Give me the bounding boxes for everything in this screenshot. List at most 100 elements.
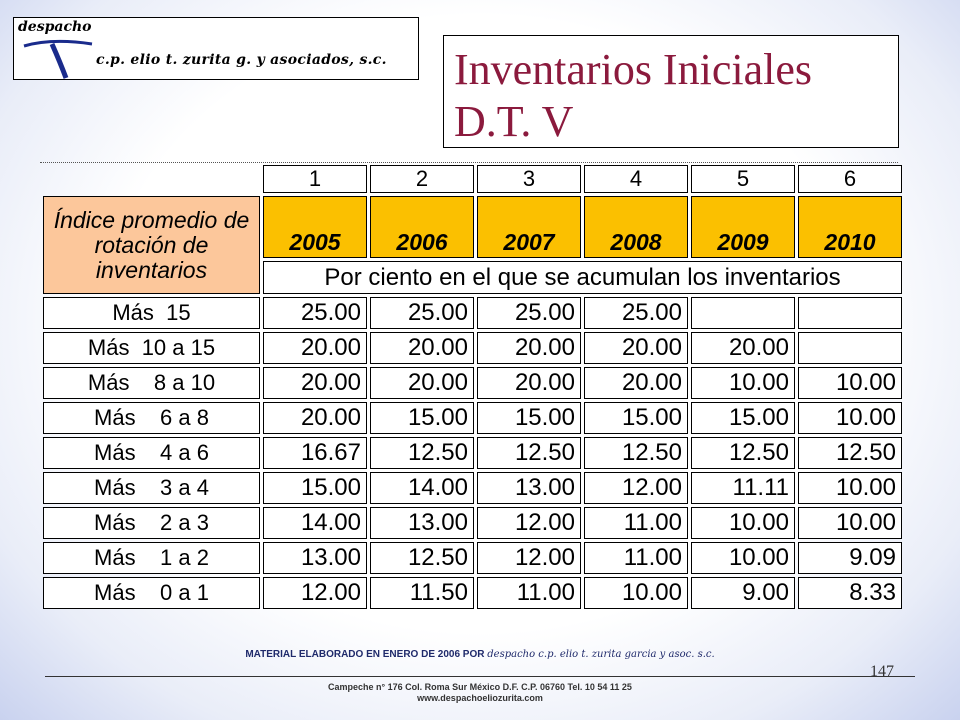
percent-cell: 11.00 (477, 577, 581, 609)
percent-cell: 12.50 (584, 437, 688, 469)
percent-cell (798, 297, 902, 329)
top-divider (40, 162, 898, 163)
logo-firm-name: c.p. elio t. zurita g. y asociados, s.c. (96, 52, 387, 68)
percent-cell: 13.00 (370, 507, 474, 539)
percent-cell: 20.00 (691, 332, 795, 364)
percent-cell: 8.33 (798, 577, 902, 609)
percent-cell: 9.00 (691, 577, 795, 609)
percent-cell (691, 297, 795, 329)
range-label: Más 0 a 1 (43, 577, 260, 609)
percent-cell: 20.00 (263, 367, 367, 399)
percent-cell: 25.00 (477, 297, 581, 329)
percent-cell: 20.00 (477, 332, 581, 364)
percent-cell: 20.00 (370, 332, 474, 364)
percent-cell: 16.67 (263, 437, 367, 469)
firm-logo: despacho c.p. elio t. zurita g. y asocia… (13, 17, 419, 80)
percent-cell: 12.50 (370, 542, 474, 574)
percent-cell: 14.00 (370, 472, 474, 504)
year-cell: 2008 (584, 196, 688, 258)
table-row: Más 3 a 4 15.00 14.00 13.00 12.00 11.11 10.00 (43, 472, 902, 504)
percent-cell: 25.00 (263, 297, 367, 329)
column-number: 2 (370, 165, 474, 193)
percent-cell: 11.11 (691, 472, 795, 504)
column-number-row: 1 2 3 4 5 6 (43, 165, 902, 193)
table-row: Más 6 a 8 20.00 15.00 15.00 15.00 15.00 10.00 (43, 402, 902, 434)
title-line-2: D.T. V (454, 97, 574, 146)
percent-cell: 20.00 (584, 332, 688, 364)
range-label: Más 15 (43, 297, 260, 329)
percent-cell: 15.00 (477, 402, 581, 434)
percent-cell: 12.50 (370, 437, 474, 469)
range-label: Más 2 a 3 (43, 507, 260, 539)
footer-website: www.despachoeliozurita.com (417, 693, 543, 703)
percent-cell: 12.50 (798, 437, 902, 469)
percent-cell: 25.00 (370, 297, 474, 329)
percent-cell: 20.00 (370, 367, 474, 399)
range-label: Más 1 a 2 (43, 542, 260, 574)
percent-cell: 10.00 (798, 367, 902, 399)
table-subtitle: Por ciento en el que se acumulan los inv… (263, 261, 902, 294)
footer-material-text: MATERIAL ELABORADO EN ENERO DE 2006 POR (245, 649, 485, 660)
percent-cell: 10.00 (798, 402, 902, 434)
year-cell: 2005 (263, 196, 367, 258)
percent-cell (798, 332, 902, 364)
inventory-table: 1 2 3 4 5 6 Índice promedio de rotación … (40, 162, 905, 612)
percent-cell: 20.00 (263, 402, 367, 434)
column-number: 6 (798, 165, 902, 193)
table-row: Más 0 a 1 12.00 11.50 11.00 10.00 9.00 8.33 (43, 577, 902, 609)
range-label: Más 4 a 6 (43, 437, 260, 469)
percent-cell: 11.00 (584, 542, 688, 574)
range-label: Más 8 a 10 (43, 367, 260, 399)
percent-cell: 13.00 (263, 542, 367, 574)
footer-address: Campeche n° 176 Col. Roma Sur México D.F… (328, 682, 632, 692)
range-label: Más 3 a 4 (43, 472, 260, 504)
percent-cell: 12.50 (691, 437, 795, 469)
percent-cell: 25.00 (584, 297, 688, 329)
corner-cell (43, 165, 260, 193)
footer-material-firm: despacho c.p. elio t. zurita garcia y as… (487, 649, 715, 660)
year-cell: 2007 (477, 196, 581, 258)
percent-cell: 10.00 (798, 507, 902, 539)
table-row: Más 10 a 15 20.00 20.00 20.00 20.00 20.00 (43, 332, 902, 364)
percent-cell: 11.50 (370, 577, 474, 609)
percent-cell: 15.00 (584, 402, 688, 434)
percent-cell: 10.00 (798, 472, 902, 504)
percent-cell: 10.00 (691, 507, 795, 539)
footer-material: MATERIAL ELABORADO EN ENERO DE 2006 POR … (0, 649, 960, 660)
logo-mark-icon (23, 39, 93, 79)
column-number: 4 (584, 165, 688, 193)
title-line-1: Inventarios Iniciales (454, 45, 812, 94)
table-row: Más 4 a 6 16.67 12.50 12.50 12.50 12.50 12.50 (43, 437, 902, 469)
percent-cell: 10.00 (691, 542, 795, 574)
percent-cell: 11.00 (584, 507, 688, 539)
year-cell: 2010 (798, 196, 902, 258)
page-number: 147 (870, 663, 894, 680)
table-row: Más 8 a 10 20.00 20.00 20.00 20.00 10.00 10.00 (43, 367, 902, 399)
percent-cell: 15.00 (691, 402, 795, 434)
percent-cell: 12.00 (477, 507, 581, 539)
column-number: 5 (691, 165, 795, 193)
percent-cell: 10.00 (584, 577, 688, 609)
percent-cell: 13.00 (477, 472, 581, 504)
footer-rule (45, 676, 915, 677)
inventory-table-wrap: 1 2 3 4 5 6 Índice promedio de rotación … (40, 162, 905, 612)
percent-cell: 12.50 (477, 437, 581, 469)
slide-title: Inventarios Iniciales D.T. V (443, 35, 899, 148)
table-row: Más 15 25.00 25.00 25.00 25.00 (43, 297, 902, 329)
logo-top-text: despacho (18, 19, 92, 35)
percent-cell: 15.00 (263, 472, 367, 504)
column-number: 3 (477, 165, 581, 193)
table-row: Más 1 a 2 13.00 12.50 12.00 11.00 10.00 9.09 (43, 542, 902, 574)
table-row: Más 2 a 3 14.00 13.00 12.00 11.00 10.00 10.00 (43, 507, 902, 539)
row-header-label: Índice promedio de rotación de inventari… (43, 196, 260, 294)
footer-address-block: Campeche n° 176 Col. Roma Sur México D.F… (0, 682, 960, 704)
percent-cell: 9.09 (798, 542, 902, 574)
percent-cell: 12.00 (477, 542, 581, 574)
year-row: Índice promedio de rotación de inventari… (43, 196, 902, 294)
percent-cell: 10.00 (691, 367, 795, 399)
percent-cell: 20.00 (263, 332, 367, 364)
percent-cell: 20.00 (477, 367, 581, 399)
year-cell: 2009 (691, 196, 795, 258)
percent-cell: 12.00 (584, 472, 688, 504)
percent-cell: 14.00 (263, 507, 367, 539)
